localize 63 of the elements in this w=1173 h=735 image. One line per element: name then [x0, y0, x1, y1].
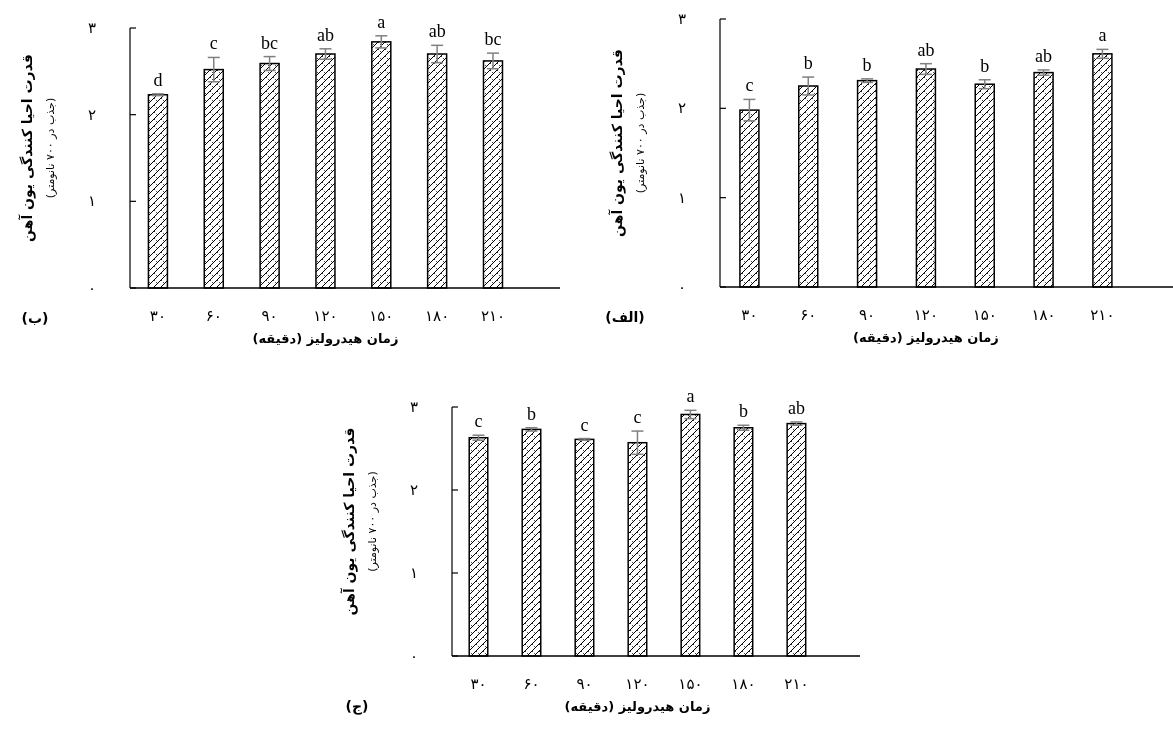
annotation: bc — [484, 29, 502, 50]
annotation: ab — [787, 397, 805, 418]
x-tick-label: ۳۰ — [741, 306, 758, 324]
y-tick-label: ۱ — [677, 188, 687, 207]
annotation: c — [580, 414, 589, 435]
x-tick-label: ۶۰ — [800, 306, 817, 324]
x-tick-label: ۹۰ — [576, 675, 593, 693]
x-tick-label: ۲۱۰ — [480, 307, 506, 325]
x-axis-title: زمان هیدرولیز (دقیقه) — [252, 331, 399, 346]
annotation: b — [738, 401, 748, 422]
annotation: a — [377, 11, 386, 32]
annotation: c — [633, 407, 642, 428]
x-tick-label: ۲۱۰ — [784, 675, 809, 693]
annotation: d — [153, 69, 163, 90]
x-axis-title: زمان هیدرولیز (دقیقه) — [852, 330, 999, 345]
x-tick-label: ۱۵۰ — [972, 306, 997, 324]
annotation: c — [209, 33, 218, 54]
annotation: ab — [428, 21, 446, 42]
y-tick-label: ۲ — [677, 99, 687, 118]
y-tick-label: ۳ — [409, 398, 419, 416]
y-tick-label: ۳ — [677, 10, 687, 28]
x-tick-label: ۱۵۰ — [369, 307, 394, 325]
annotation: b — [980, 55, 990, 76]
x-tick-label: ۹۰ — [859, 306, 876, 324]
annotation: ab — [316, 24, 334, 45]
x-tick-label: ۳۰ — [470, 675, 487, 693]
y-axis-title: قدرت احیا کنندگی یون آهن (جذب در ۷۰۰ نانومتر) — [608, 49, 647, 237]
y-tick-label: ۱ — [87, 192, 97, 211]
annotation: b — [803, 53, 813, 74]
y-tick-label: ۲ — [409, 481, 419, 499]
x-axis-title: زمان هیدرولیز (دقیقه) — [564, 699, 711, 714]
annotation: c — [745, 75, 754, 96]
annotation: ab — [1035, 45, 1053, 66]
x-tick-label: ۱۲۰ — [913, 306, 938, 324]
x-tick-label: ۱۸۰ — [1031, 306, 1056, 324]
x-tick-label: ۱۲۰ — [313, 307, 338, 325]
x-tick-label: ۱۵۰ — [678, 675, 703, 693]
annotation: bc — [261, 32, 279, 53]
x-tick-label: ۶۰ — [523, 675, 540, 693]
x-tick-label: ۱۲۰ — [625, 675, 650, 693]
x-tick-label: ۱۸۰ — [731, 675, 756, 693]
annotation: a — [1098, 25, 1107, 46]
text: (الف) — [605, 309, 645, 325]
annotation: a — [686, 386, 695, 407]
y-tick-label: ۲ — [87, 105, 97, 124]
text: (ب) — [21, 310, 49, 326]
y-tick-label: ۰ — [677, 278, 687, 296]
x-tick-label: ۲۱۰ — [1090, 306, 1115, 324]
annotation: b — [526, 403, 536, 424]
x-tick-label: ۳۰ — [149, 307, 166, 325]
y-axis-title: قدرت احیا کنندگی یون آهن (جذب در ۷۰۰ نانومتر) — [18, 54, 57, 242]
text: (ج) — [345, 698, 369, 715]
annotation: b — [862, 54, 872, 75]
y-tick-label: ۰ — [87, 279, 97, 297]
y-tick-label: ۱ — [409, 564, 419, 582]
x-tick-label: ۶۰ — [205, 307, 222, 325]
y-axis-title: قدرت احیا کنندگی یون آهن (جذب در ۷۰۰ نانومتر) — [340, 427, 379, 616]
annotation: c — [474, 411, 483, 432]
y-tick-label: ۰ — [409, 647, 419, 665]
y-tick-label: ۳ — [87, 19, 97, 37]
x-tick-label: ۹۰ — [261, 307, 278, 325]
x-tick-label: ۱۸۰ — [425, 307, 450, 325]
annotation: ab — [917, 39, 935, 60]
